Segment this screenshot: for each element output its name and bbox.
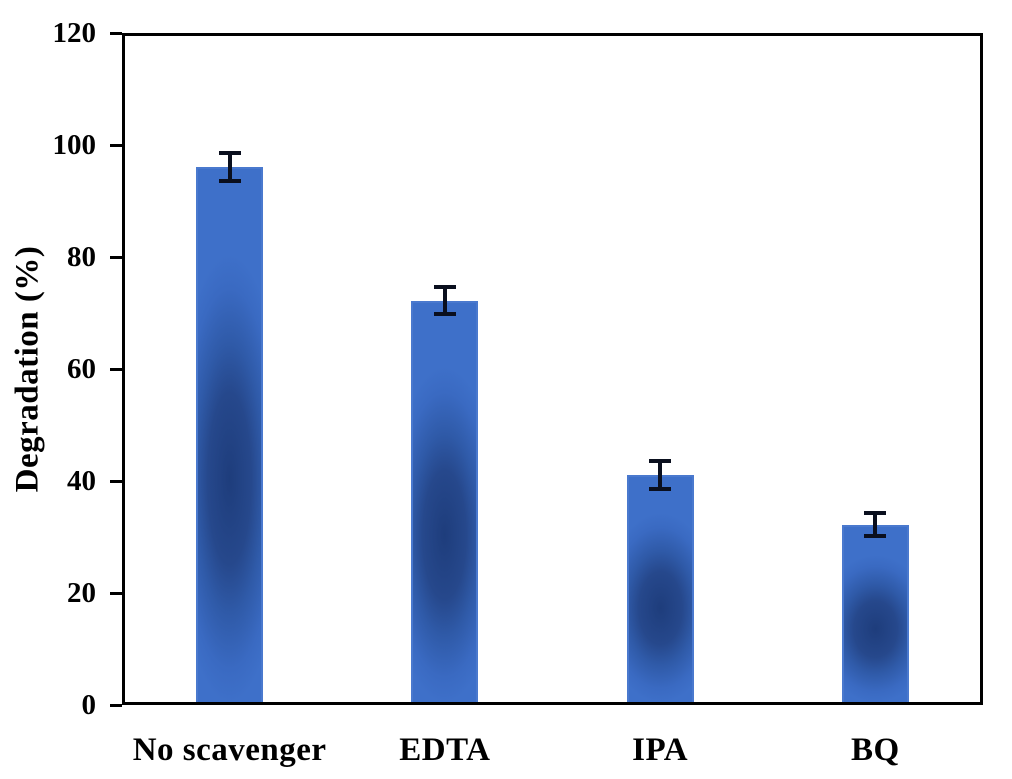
error-bar-cap bbox=[433, 312, 456, 317]
y-tick-label: 0 bbox=[81, 689, 97, 721]
y-tick-label: 20 bbox=[67, 577, 96, 609]
y-tick-mark bbox=[110, 591, 122, 595]
error-bar-cap bbox=[433, 285, 456, 290]
error-bar-cap bbox=[649, 458, 672, 463]
error-bar-line bbox=[442, 287, 447, 315]
error-bar-line bbox=[873, 512, 878, 537]
y-tick-mark bbox=[110, 367, 122, 371]
error-bar-cap bbox=[218, 151, 241, 156]
y-tick-label: 120 bbox=[52, 17, 97, 49]
x-category-label: No scavenger bbox=[132, 732, 327, 768]
x-category-label: IPA bbox=[632, 732, 689, 768]
bar bbox=[196, 167, 264, 705]
bar bbox=[411, 300, 479, 705]
x-category-label: BQ bbox=[851, 732, 900, 768]
error-bar-cap bbox=[864, 534, 887, 539]
error-bar-line bbox=[227, 153, 232, 182]
y-tick-mark bbox=[110, 31, 122, 35]
error-bar-cap bbox=[649, 486, 672, 491]
error-bar-line bbox=[658, 460, 663, 489]
bar bbox=[841, 524, 909, 705]
x-category-label: EDTA bbox=[399, 732, 491, 768]
y-tick-label: 40 bbox=[67, 465, 96, 497]
y-tick-mark bbox=[110, 479, 122, 483]
y-tick-mark bbox=[110, 143, 122, 147]
y-tick-mark bbox=[110, 703, 122, 707]
bar bbox=[626, 474, 694, 705]
y-tick-mark bbox=[110, 255, 122, 259]
y-tick-label: 60 bbox=[67, 353, 96, 385]
y-tick-label: 100 bbox=[52, 129, 97, 161]
error-bar-cap bbox=[864, 510, 887, 515]
y-tick-label: 80 bbox=[67, 241, 96, 273]
error-bar-cap bbox=[218, 179, 241, 184]
